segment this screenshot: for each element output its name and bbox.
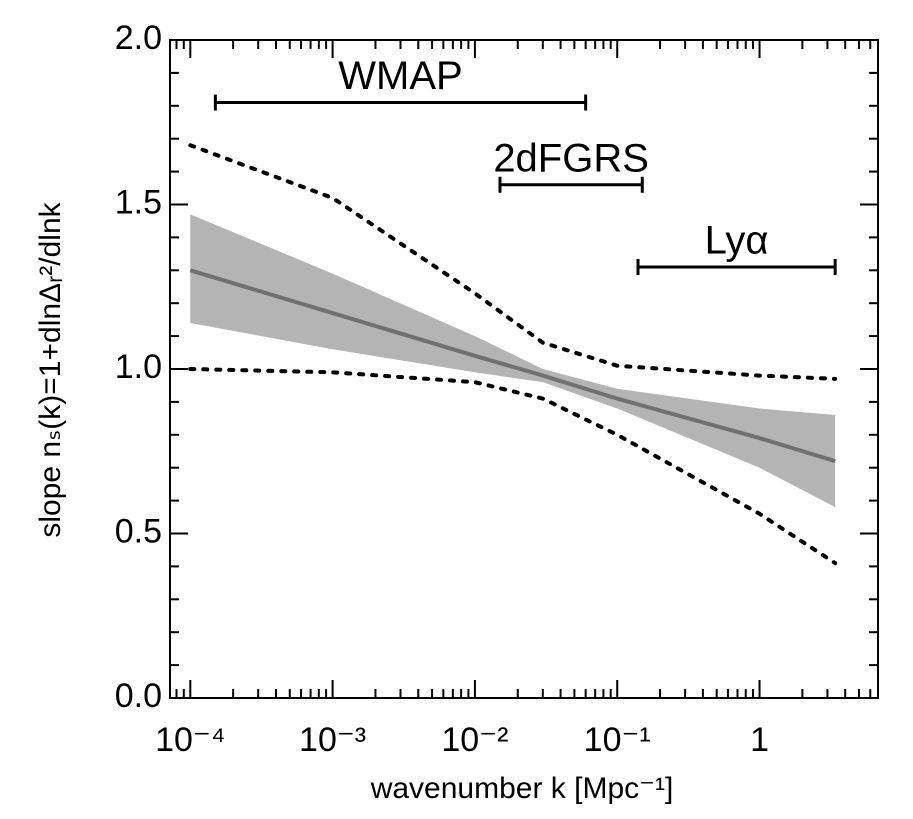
confidence-band — [190, 214, 836, 508]
x-axis-title: wavenumber k [Mpc⁻¹] — [370, 772, 674, 805]
x-tick-label: 10⁻⁴ — [155, 721, 225, 759]
central-line — [189, 268, 836, 464]
y-tick-label: 0.5 — [115, 512, 162, 550]
dotted-line — [188, 367, 838, 566]
x-tick-label: 1 — [750, 721, 769, 759]
y-tick-label: 1.0 — [115, 348, 162, 386]
x-tick-label: 10⁻³ — [299, 721, 366, 759]
y-tick-label: 0.0 — [115, 677, 162, 715]
y-axis-title: slope nₛ(k)=1+dlnΔᵣ²/dlnk — [34, 201, 67, 537]
y-tick-label: 1.5 — [115, 183, 162, 221]
x-tick-label: 10⁻¹ — [584, 721, 651, 759]
x-tick-label: 10⁻² — [441, 721, 508, 759]
dotted-line — [188, 143, 838, 381]
range-label: 2dFGRS — [493, 136, 649, 180]
range-label: WMAP — [338, 54, 462, 98]
range-label: Lyα — [705, 219, 769, 263]
y-tick-label: 2.0 — [115, 19, 162, 57]
